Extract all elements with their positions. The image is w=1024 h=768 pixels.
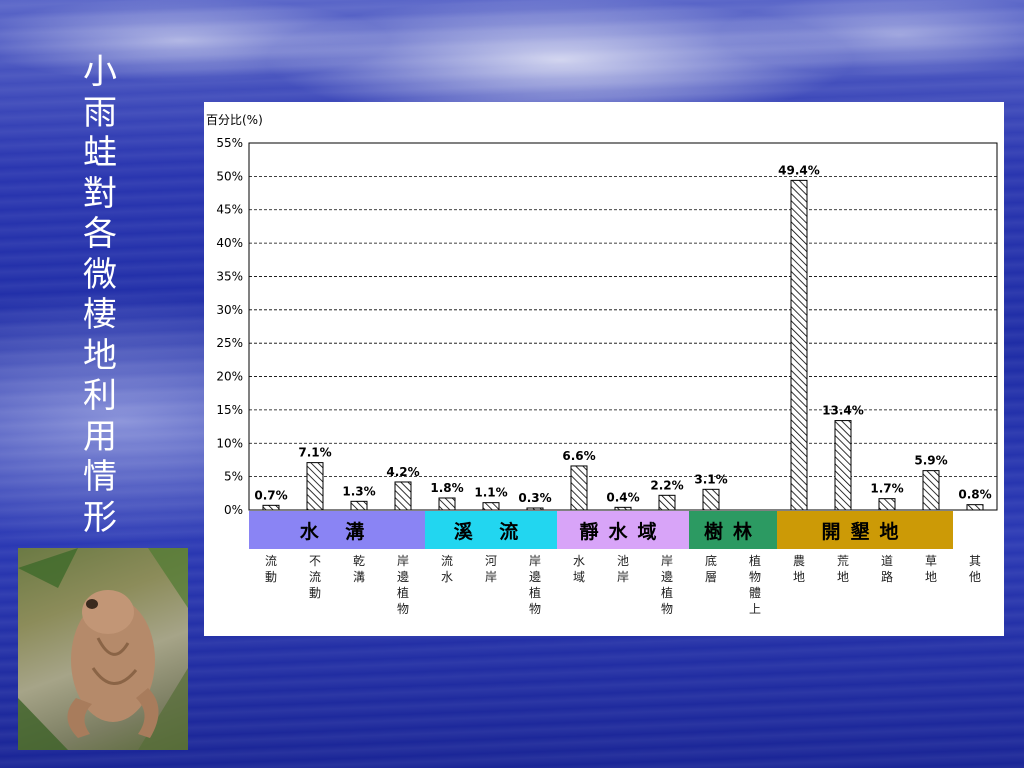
category-label: 草地: [924, 554, 937, 584]
bar: [306, 462, 324, 511]
y-tick-label: 45%: [216, 203, 243, 217]
y-tick-label: 10%: [216, 436, 243, 450]
category-label: 岸邊植物: [660, 554, 673, 616]
category-label: 植物體上: [748, 554, 761, 616]
data-label: 1.7%: [870, 482, 903, 496]
bar: [702, 488, 720, 511]
category-label: 池岸: [616, 554, 629, 584]
bar: [570, 465, 588, 511]
y-tick-label: 20%: [216, 370, 243, 384]
bar: [262, 504, 280, 511]
bar: [526, 507, 544, 511]
category-label: 岸邊植物: [528, 554, 541, 616]
y-tick-label: 15%: [216, 403, 243, 417]
data-label: 6.6%: [562, 449, 595, 463]
bar: [658, 494, 676, 511]
frog-photo-icon: [18, 548, 188, 750]
category-label: 流動: [264, 554, 277, 584]
bar: [922, 470, 940, 511]
category-label: 水域: [572, 554, 585, 584]
category-label: 荒地: [836, 554, 849, 584]
y-tick-label: 25%: [216, 336, 243, 350]
data-label: 13.4%: [822, 404, 864, 418]
chart-panel: 百分比(%) 0% 5% 10% 15% 20% 25% 30% 35% 40% 45% 50% 55…: [204, 102, 1004, 636]
y-tick-label: 5%: [224, 470, 243, 484]
group-band: 水 溝: [249, 511, 425, 549]
y-axis-label: 百分比(%): [206, 113, 263, 127]
data-label: 1.8%: [430, 481, 463, 495]
category-label: 其他: [968, 554, 981, 584]
y-tick-label: 50%: [216, 169, 243, 183]
group-band: 開墾地: [777, 511, 953, 549]
data-label: 5.9%: [914, 454, 947, 468]
bar: [350, 500, 368, 511]
bar: [438, 497, 456, 511]
bar: [614, 506, 632, 511]
data-label: 7.1%: [298, 446, 331, 460]
category-label: 乾溝: [352, 554, 365, 584]
y-tick-label: 55%: [216, 136, 243, 150]
slide-title: 小雨蛙對各微棲地利用情形: [83, 52, 117, 538]
y-tick-label: 30%: [216, 303, 243, 317]
group-band: 靜水域: [557, 511, 689, 549]
plot-frame: [248, 142, 998, 511]
y-tick-label: 0%: [224, 503, 243, 517]
bar: [966, 504, 984, 511]
category-label: 農地: [792, 554, 805, 584]
bar: [878, 498, 896, 511]
data-label: 1.1%: [474, 486, 507, 500]
group-band: 樹林: [689, 511, 777, 549]
bar: [790, 179, 808, 511]
category-label: 道路: [880, 554, 893, 584]
category-label: 河岸: [484, 554, 497, 584]
category-label: 底層: [704, 554, 717, 584]
bar: [482, 502, 500, 511]
category-label: 不流動: [308, 554, 321, 600]
data-label: 0.7%: [254, 488, 287, 502]
data-label: 49.4%: [778, 163, 820, 177]
frog-photo: [18, 548, 188, 750]
bar: [394, 481, 412, 511]
data-label: 0.8%: [958, 488, 991, 502]
bar: [834, 420, 852, 511]
data-label: 4.2%: [386, 465, 419, 479]
category-label: 岸邊植物: [396, 554, 409, 616]
data-label: 1.3%: [342, 484, 375, 498]
group-band: 溪 流: [425, 511, 557, 549]
y-tick-label: 35%: [216, 269, 243, 283]
data-label: 0.3%: [518, 491, 551, 505]
y-tick-label: 40%: [216, 236, 243, 250]
data-label: 2.2%: [650, 478, 683, 492]
data-label: 3.1%: [694, 472, 727, 486]
data-label: 0.4%: [606, 490, 639, 504]
bar-chart: 百分比(%) 0% 5% 10% 15% 20% 25% 30% 35% 40% 45% 50% 55…: [206, 113, 998, 517]
category-label: 流水: [440, 554, 453, 584]
